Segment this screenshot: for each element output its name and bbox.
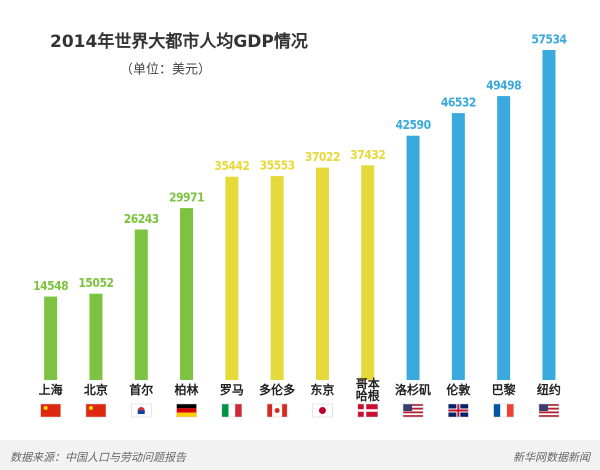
flag-part <box>88 406 93 410</box>
flag-part <box>43 406 48 410</box>
x-tick-label: 东京 <box>310 383 335 397</box>
value-label: 37022 <box>305 150 340 164</box>
value-label: 49498 <box>486 79 521 93</box>
bar <box>451 113 465 380</box>
flag <box>266 403 288 418</box>
value-label: 37432 <box>350 148 385 162</box>
flag-part <box>176 408 197 413</box>
flag-part <box>274 408 280 413</box>
footer-band <box>0 440 600 470</box>
flag <box>40 403 61 418</box>
flag <box>131 403 152 418</box>
value-label: 35442 <box>214 159 249 173</box>
bar <box>542 50 556 380</box>
flag <box>493 403 514 418</box>
flag <box>221 403 243 418</box>
flag-part <box>40 404 61 417</box>
value-label: 46532 <box>441 96 476 110</box>
x-tick-label: 洛杉矶 <box>395 383 432 397</box>
x-tick-label: 纽约 <box>536 383 561 397</box>
value-label: 15052 <box>78 276 113 290</box>
chart-title: 2014年世界大都市人均GDP情况 <box>50 31 308 52</box>
flag-part <box>282 404 288 417</box>
value-label: 14548 <box>33 279 68 293</box>
flag-part <box>506 404 514 417</box>
x-tick-label: 多伦多 <box>259 383 296 397</box>
x-tick-label: 北京 <box>83 383 108 397</box>
flag-border <box>493 403 514 418</box>
x-tick-label: 上海 <box>38 383 63 397</box>
bar <box>270 176 284 380</box>
flag-border <box>538 403 560 418</box>
x-tick-label: 首尔 <box>129 383 154 397</box>
flag-part <box>500 404 507 417</box>
flag-part <box>228 404 236 417</box>
bar <box>497 96 511 380</box>
value-label: 26243 <box>124 212 159 226</box>
flag-part <box>403 411 424 414</box>
bar <box>180 208 194 380</box>
flag-part <box>403 404 413 411</box>
flag-part <box>318 407 326 414</box>
flag-part <box>493 404 501 417</box>
flag-border <box>85 403 107 418</box>
flag <box>357 403 378 418</box>
value-label: 42590 <box>396 118 431 132</box>
value-label: 57534 <box>531 33 567 47</box>
flag-part <box>538 404 559 406</box>
credit: 新华网数据新闻 <box>513 451 592 464</box>
flag-part <box>403 404 424 406</box>
flag-part <box>221 404 229 417</box>
value-label: 29971 <box>169 191 204 205</box>
flag-part <box>403 407 424 410</box>
bar <box>44 296 58 380</box>
bar <box>89 293 103 380</box>
bar <box>225 176 239 380</box>
flag-border <box>266 403 288 418</box>
x-tick-label: 罗马 <box>219 383 244 397</box>
flag-part <box>176 404 197 409</box>
flag-part <box>538 404 548 411</box>
flag <box>85 403 107 418</box>
flag-part <box>85 404 106 417</box>
bar <box>361 165 375 380</box>
flag <box>402 403 424 418</box>
flag <box>312 403 333 418</box>
flag <box>538 403 560 418</box>
flag-part <box>137 410 145 414</box>
bar <box>315 167 329 380</box>
x-tick-label: 哥本 哈根 <box>355 377 380 403</box>
bar <box>406 135 420 380</box>
chart-subtitle: （单位：美元） <box>120 63 211 78</box>
flag-part <box>538 415 559 417</box>
flag-border <box>131 403 152 418</box>
flag-part <box>357 409 378 412</box>
flag-border <box>221 403 243 418</box>
flag <box>176 403 197 418</box>
flag-part <box>538 411 559 414</box>
flag-part <box>235 404 242 417</box>
flag-border <box>312 403 333 418</box>
flag-part <box>403 415 424 417</box>
bar <box>134 229 148 380</box>
flag-border <box>176 403 197 418</box>
x-tick-label: 伦敦 <box>446 383 471 397</box>
x-tick-label: 巴黎 <box>491 383 516 397</box>
flag-part <box>176 412 197 417</box>
flag-part <box>538 407 559 410</box>
value-label: 35553 <box>260 159 295 173</box>
flag-part <box>267 404 273 417</box>
flag-border <box>402 403 424 418</box>
flag-border <box>357 403 378 418</box>
flag-border <box>448 403 469 418</box>
flag <box>448 403 469 418</box>
source: 数据来源：中国人口与劳动问题报告 <box>10 451 187 464</box>
x-tick-label: 柏林 <box>174 383 199 397</box>
flag-border <box>40 403 61 418</box>
flag-part <box>448 409 469 412</box>
